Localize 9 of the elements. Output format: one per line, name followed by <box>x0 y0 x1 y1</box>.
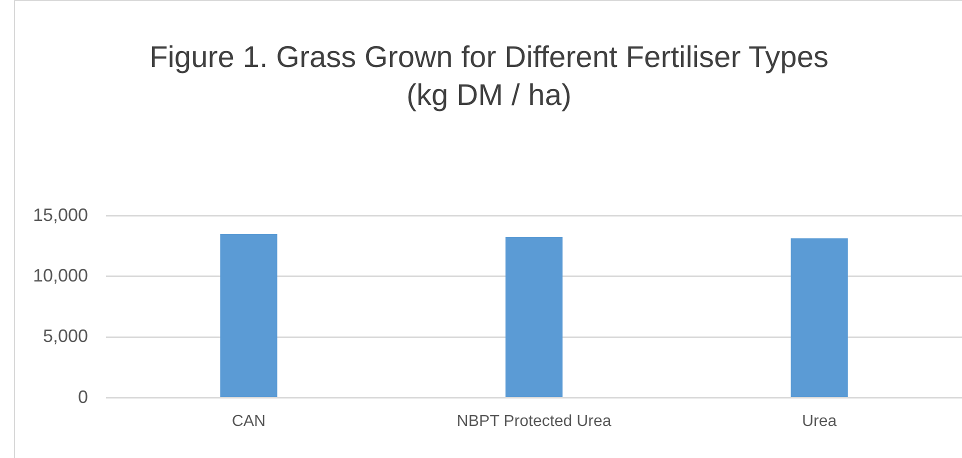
y-tick-label: 15,000 <box>32 204 88 225</box>
y-tick-label: 0 <box>78 386 88 407</box>
x-tick-label: Urea <box>802 412 837 430</box>
y-tick-label: 5,000 <box>43 326 88 346</box>
chart-subtitle: (kg DM / ha) <box>405 78 573 114</box>
x-tick-label: NBPT Protected Urea <box>456 412 612 430</box>
x-tick-label: CAN <box>232 412 266 430</box>
chart-title: Figure 1. Grass Grown for Different Fertiliser Types <box>149 40 829 76</box>
y-tick-label: 10,000 <box>32 265 88 286</box>
